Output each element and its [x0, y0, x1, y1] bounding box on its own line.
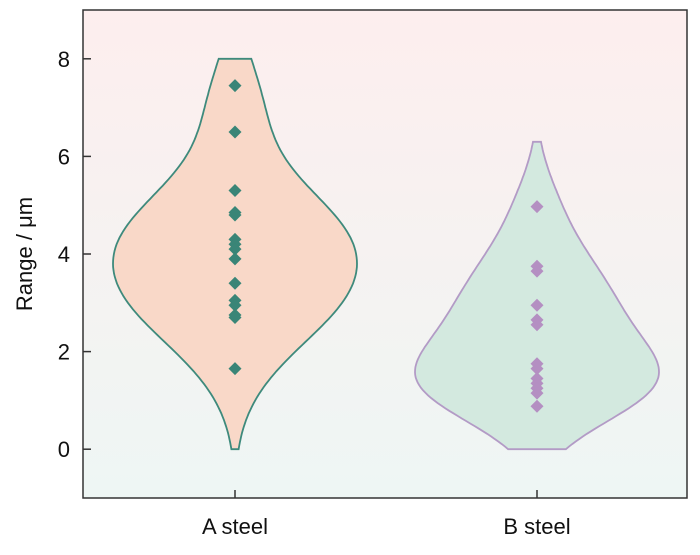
- data-point-a-steel: [228, 208, 242, 222]
- point-layer: [228, 79, 544, 413]
- data-point-b-steel: [530, 200, 544, 214]
- data-point-a-steel: [228, 79, 242, 93]
- data-point-a-steel: [228, 298, 242, 312]
- data-point-a-steel: [228, 184, 242, 198]
- data-point-a-steel: [228, 362, 242, 376]
- x-axis: A steel B steel: [202, 490, 571, 539]
- data-point-a-steel: [228, 276, 242, 290]
- y-tick-label: 2: [58, 340, 70, 365]
- y-axis: 0 2 4 6 8: [58, 47, 91, 462]
- data-point-b-steel: [530, 298, 544, 312]
- y-tick-label: 0: [58, 437, 70, 462]
- y-tick-label: 8: [58, 47, 70, 72]
- data-point-b-steel: [530, 362, 544, 376]
- data-point-b-steel: [530, 386, 544, 400]
- x-category-label: A steel: [202, 514, 268, 539]
- data-point-b-steel: [530, 399, 544, 413]
- data-point-b-steel: [530, 318, 544, 332]
- y-tick-label: 6: [58, 144, 70, 169]
- data-point-a-steel: [228, 252, 242, 266]
- data-point-a-steel: [228, 242, 242, 256]
- data-point-a-steel: [228, 310, 242, 324]
- y-axis-title: Range / μm: [12, 197, 37, 311]
- data-point-b-steel: [530, 264, 544, 278]
- data-point-a-steel: [228, 125, 242, 139]
- y-tick-label: 4: [58, 242, 70, 267]
- violin-b-steel: [414, 140, 660, 451]
- x-category-label: B steel: [503, 514, 570, 539]
